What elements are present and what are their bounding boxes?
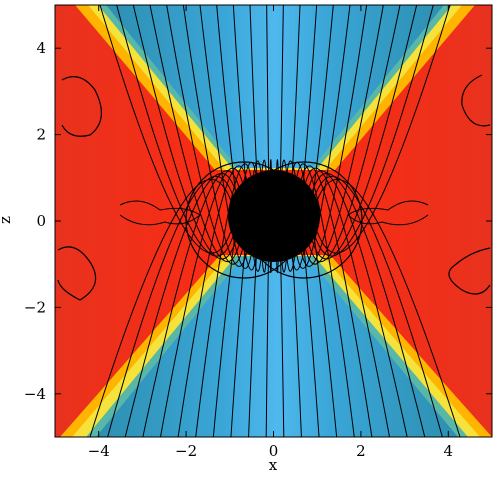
field-line (308, 5, 401, 263)
field-line (99, 5, 232, 254)
y-tick-label: −4 (24, 385, 46, 403)
field-line (311, 172, 426, 437)
field-image (55, 5, 492, 437)
x-tick-label: 0 (269, 442, 279, 460)
field-line (300, 165, 373, 437)
y-tick-label: 2 (36, 126, 46, 144)
y-tick-label: −2 (24, 298, 46, 316)
field-line (305, 167, 391, 437)
field-line (107, 175, 234, 437)
x-tick-label: −4 (88, 442, 110, 460)
field-line (159, 167, 243, 437)
field-line (142, 170, 240, 437)
y-axis-label: z (0, 216, 14, 224)
y-tick-label: 4 (36, 39, 46, 57)
field-line (166, 5, 243, 265)
field-line (308, 170, 408, 437)
x-axis-label: x (269, 456, 278, 474)
field-line (314, 175, 443, 437)
x-tick-label: −2 (175, 442, 197, 460)
x-tick-label: 2 (356, 442, 366, 460)
field-line (316, 179, 461, 437)
y-tick-label: 0 (36, 212, 46, 230)
x-tick-label: 4 (444, 442, 454, 460)
field-line (124, 172, 237, 437)
field-line (305, 5, 384, 265)
field-line (314, 5, 434, 257)
field-line (296, 163, 355, 437)
field-line (300, 5, 368, 267)
field-line (89, 179, 232, 437)
